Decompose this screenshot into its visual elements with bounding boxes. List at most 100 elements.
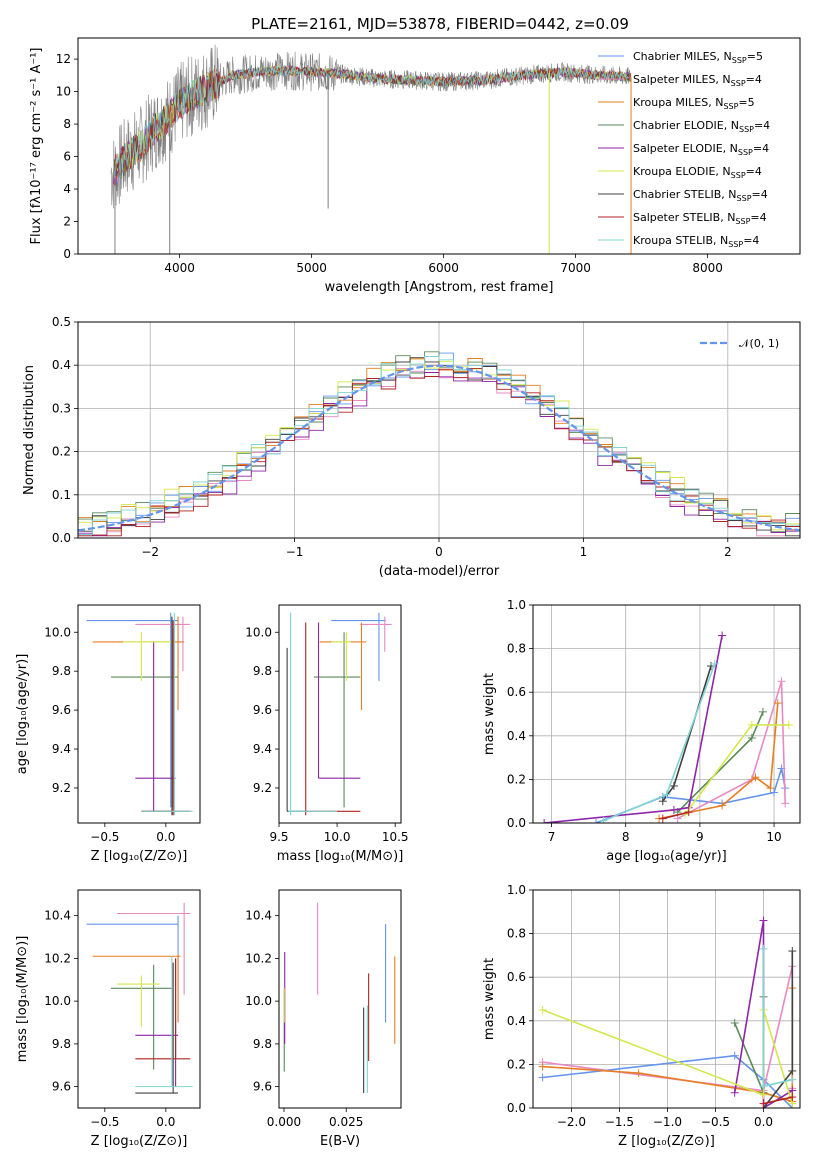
y-axis-label: mass weight — [482, 673, 497, 755]
errorbar-plot-area — [286, 612, 392, 816]
y-tick-label: 8 — [63, 117, 71, 131]
y-tick-label: 0.8 — [507, 642, 526, 656]
legend-entry: Salpeter MILES, NSSP=4 — [633, 73, 762, 88]
axes-group — [529, 604, 800, 827]
x-axis-label: Z [log₁₀(Z/Z⊙)] — [618, 1134, 715, 1149]
axes-frame — [77, 37, 801, 255]
legend-suffix: =5 — [738, 96, 754, 109]
y-tick-label: 0.2 — [52, 445, 71, 459]
y-tick-label: 9.6 — [253, 703, 272, 717]
spectrum-plot-area — [110, 44, 632, 254]
y-tick-label: 10.4 — [245, 909, 272, 923]
legend-sub: SSP — [723, 102, 738, 111]
axes-group — [74, 321, 800, 542]
x-tick-label: 5000 — [296, 261, 327, 275]
weight-line-2 — [677, 681, 786, 820]
x-axis-label: Z [log₁₀(Z/Z⊙)] — [91, 1134, 188, 1149]
x-tick-label: 0.0 — [754, 1115, 773, 1129]
histogram-plot-area — [78, 351, 800, 537]
y-tick-label: 1.0 — [507, 883, 526, 897]
legend-label: Kroupa STELIB, N — [633, 234, 728, 247]
x-axis-label: Z [log₁₀(Z/Z⊙)] — [91, 849, 188, 864]
weight-plot-area — [538, 916, 797, 1108]
y-tick-label: 9.4 — [52, 742, 71, 756]
x-tick-label: −0.5 — [90, 830, 119, 844]
legend-label: Chabrier ELODIE, N — [633, 119, 739, 132]
chart-title: PLATE=2161, MJD=53878, FIBERID=0442, z=0… — [251, 15, 629, 33]
y-tick-label: 9.8 — [52, 1037, 71, 1051]
legend-sub: SSP — [728, 240, 743, 249]
legend-entry: Chabrier ELODIE, NSSP=4 — [633, 119, 770, 134]
axes-frame — [278, 889, 402, 1109]
x-tick-label: 7 — [548, 830, 556, 844]
y-tick-label: 1.0 — [507, 598, 526, 612]
x-tick-label: −1.0 — [653, 1115, 682, 1129]
y-tick-label: 0.4 — [52, 358, 71, 372]
axes-group — [275, 631, 396, 827]
y-tick-label: 10.0 — [245, 994, 272, 1008]
legend-entry: Salpeter STELIB, NSSP=4 — [633, 211, 767, 226]
y-tick-label: 0.0 — [507, 1101, 526, 1115]
y-axis-label: Flux [fλ10⁻¹⁷ erg cm⁻² s⁻¹ A⁻¹] — [29, 48, 44, 245]
legend-label: Chabrier STELIB, N — [633, 188, 737, 201]
legend-sub: SSP — [738, 148, 753, 157]
y-axis-label: age [log₁₀(age/yr)] — [15, 654, 30, 775]
y-tick-label: 12 — [56, 52, 71, 66]
legend-suffix: =4 — [752, 188, 768, 201]
x-tick-label: 0.000 — [267, 1115, 301, 1129]
y-tick-label: 9.8 — [253, 1037, 272, 1051]
x-tick-label: −2 — [141, 545, 159, 559]
y-tick-label: 6 — [63, 150, 71, 164]
x-axis-label: mass [log₁₀(M/M⊙)] — [277, 849, 404, 864]
errorbar-plot-area — [86, 902, 193, 1094]
legend-sub: SSP — [732, 56, 747, 65]
legend-label: Chabrier MILES, N — [633, 50, 732, 63]
x-axis-label: wavelength [Angstrom, rest frame] — [325, 280, 554, 295]
x-axis-label: age [log₁₀(age/yr)] — [606, 849, 727, 864]
x-tick-label: 9.5 — [269, 830, 288, 844]
axes-group — [74, 915, 167, 1112]
x-tick-label: 8 — [622, 830, 630, 844]
legend-label: Kroupa MILES, N — [633, 96, 723, 109]
y-tick-label: 0.4 — [507, 1014, 526, 1028]
x-tick-label: 8000 — [692, 261, 723, 275]
y-tick-label: 0 — [63, 247, 71, 261]
x-tick-label: 10 — [766, 830, 781, 844]
y-tick-label: 10 — [56, 85, 71, 99]
legend-entry: Chabrier MILES, NSSP=5 — [633, 50, 763, 65]
x-tick-label: 0.0 — [156, 830, 175, 844]
x-tick-label: −0.5 — [701, 1115, 730, 1129]
legend-sub: SSP — [739, 125, 754, 134]
y-axis-label: mass [log₁₀(M/M⊙)] — [15, 936, 30, 1063]
normal-reference-curve — [78, 364, 800, 532]
x-tick-label: 4000 — [164, 261, 195, 275]
y-tick-label: 0.0 — [52, 531, 71, 545]
legend-sub: SSP — [731, 171, 746, 180]
x-tick-label: 7000 — [560, 261, 591, 275]
x-tick-label: 10.5 — [382, 830, 409, 844]
legend-label: Salpeter STELIB, N — [633, 211, 735, 224]
y-tick-label: 0.2 — [507, 1057, 526, 1071]
x-tick-label: −1.5 — [605, 1115, 634, 1129]
y-tick-label: 9.6 — [52, 1080, 71, 1094]
axes-frame — [77, 889, 201, 1109]
y-tick-label: 0.1 — [52, 488, 71, 502]
y-tick-label: 0.6 — [507, 970, 526, 984]
y-tick-label: 9.6 — [52, 703, 71, 717]
axes-frame — [532, 889, 801, 1109]
legend-entry: Salpeter ELODIE, NSSP=4 — [633, 142, 769, 157]
axes-group — [74, 631, 167, 827]
x-axis-label: (data-model)/error — [379, 564, 500, 579]
y-tick-label: 10.2 — [44, 951, 71, 965]
y-tick-label: 9.6 — [253, 1080, 272, 1094]
axes-frame — [278, 604, 402, 824]
x-tick-label: 1 — [580, 545, 588, 559]
weight-plot-area — [540, 631, 793, 823]
legend-entry: Kroupa STELIB, NSSP=4 — [633, 234, 759, 249]
observed-spectrum — [110, 44, 632, 209]
weight-line-1 — [542, 1054, 793, 1108]
errorbar-plot-area — [283, 902, 396, 1094]
y-tick-label: 9.2 — [253, 781, 272, 795]
axes-frame — [532, 604, 801, 824]
legend-entry: Chabrier STELIB, NSSP=4 — [633, 188, 768, 203]
